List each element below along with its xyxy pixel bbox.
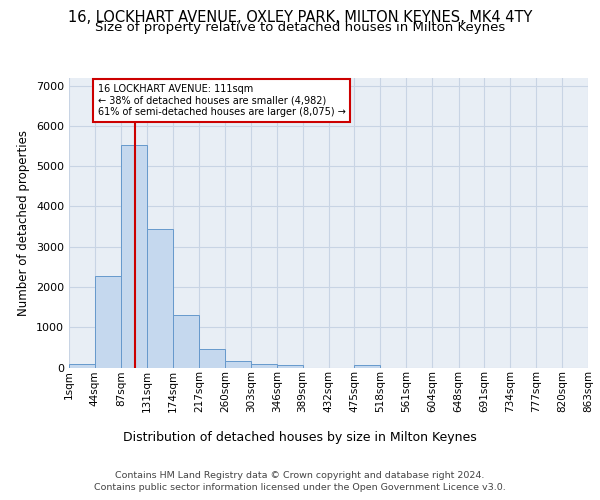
Text: Contains public sector information licensed under the Open Government Licence v3: Contains public sector information licen… (94, 483, 506, 492)
Text: Distribution of detached houses by size in Milton Keynes: Distribution of detached houses by size … (123, 431, 477, 444)
Bar (225, 361, 251, 368)
Text: Size of property relative to detached houses in Milton Keynes: Size of property relative to detached ho… (95, 22, 505, 35)
Bar (277, 364, 302, 368)
Bar (69, 364, 95, 368)
Y-axis label: Number of detached properties: Number of detached properties (17, 130, 31, 316)
Bar (355, 364, 380, 368)
Text: 16, LOCKHART AVENUE, OXLEY PARK, MILTON KEYNES, MK4 4TY: 16, LOCKHART AVENUE, OXLEY PARK, MILTON … (68, 10, 532, 25)
Bar (251, 364, 277, 368)
Text: Contains HM Land Registry data © Crown copyright and database right 2024.: Contains HM Land Registry data © Crown c… (115, 472, 485, 480)
Bar (95, 276, 121, 368)
Bar (173, 315, 199, 368)
Bar (121, 145, 147, 368)
Text: 16 LOCKHART AVENUE: 111sqm
← 38% of detached houses are smaller (4,982)
61% of s: 16 LOCKHART AVENUE: 111sqm ← 38% of deta… (98, 84, 346, 117)
Bar (199, 348, 225, 368)
Bar (147, 230, 173, 368)
